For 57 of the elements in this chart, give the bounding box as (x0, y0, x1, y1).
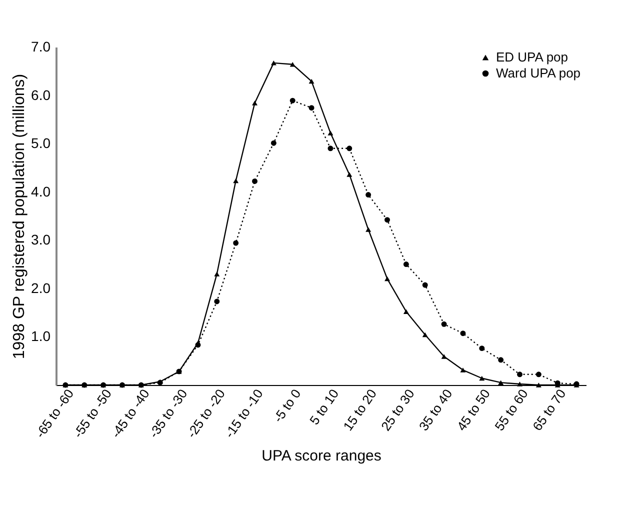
y-axis-title: 1998 GP registered population (millions) (11, 74, 28, 360)
point (328, 146, 334, 152)
y-tick-label: 3.0 (31, 232, 51, 248)
point (479, 376, 485, 381)
y-tick-label: 1.0 (31, 328, 51, 344)
point (290, 98, 296, 104)
point (252, 178, 258, 184)
x-tick-label: 45 to 50 (454, 386, 494, 434)
legend-label: ED UPA pop (496, 50, 568, 64)
point (460, 368, 466, 372)
y-tick-label: 5.0 (31, 135, 51, 152)
point (517, 372, 522, 378)
point (384, 276, 390, 282)
point (536, 372, 542, 378)
point (214, 272, 220, 276)
x-tick-label: 5 to 10 (306, 386, 342, 428)
point (441, 321, 447, 327)
x-tick-label: 65 to 70 (530, 386, 569, 434)
x-tick-label: -5 to 0 (270, 386, 304, 426)
point (270, 60, 276, 66)
point (460, 330, 466, 336)
point (517, 382, 522, 386)
x-tick-label: -65 to -60 (32, 386, 77, 441)
point (498, 380, 504, 385)
y-tick-label: 4.0 (31, 183, 51, 200)
point (308, 105, 314, 111)
point (233, 240, 239, 246)
point (252, 100, 258, 106)
point (422, 282, 428, 288)
point (498, 357, 504, 363)
x-tick-label: 55 to 60 (492, 386, 531, 434)
point (214, 298, 220, 304)
point (479, 346, 485, 352)
point (233, 178, 239, 184)
point (270, 140, 276, 146)
y-tick-label: 7.0 (31, 38, 51, 54)
point (195, 342, 201, 348)
x-tick-label: 25 to 30 (378, 386, 418, 434)
point (366, 227, 372, 232)
point (384, 217, 390, 223)
point (308, 78, 314, 84)
x-tick-label: 15 to 20 (340, 386, 380, 434)
point (346, 146, 352, 152)
point (346, 172, 352, 177)
x-tick-label: 35 to 40 (416, 386, 456, 434)
point (441, 354, 447, 359)
point (403, 262, 409, 268)
y-tick-label: 6.0 (31, 86, 51, 103)
y-tick-label: 2.0 (31, 280, 51, 296)
x-axis-title: UPA score ranges (262, 448, 382, 465)
point (366, 192, 372, 198)
point (328, 130, 334, 136)
point (403, 309, 409, 314)
legend-label: Ward UPA pop (496, 66, 581, 80)
point (290, 62, 296, 67)
point (422, 332, 428, 338)
point (536, 382, 542, 388)
